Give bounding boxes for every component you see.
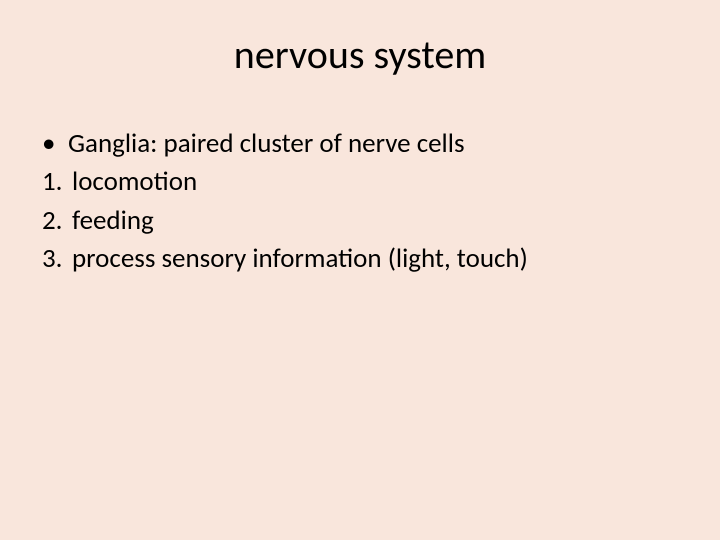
list-marker: 3. xyxy=(42,241,72,277)
bullet-marker: • xyxy=(42,126,68,162)
list-marker: 1. xyxy=(42,164,72,200)
slide-title: nervous system xyxy=(0,30,720,79)
list-text: process sensory information (light, touc… xyxy=(72,241,682,277)
bullet-text: Ganglia: paired cluster of nerve cells xyxy=(68,126,682,162)
list-text: feeding xyxy=(72,203,682,239)
list-item: 1. locomotion xyxy=(42,164,682,200)
list-item: 2. feeding xyxy=(42,203,682,239)
bullet-item: • Ganglia: paired cluster of nerve cells xyxy=(42,126,682,162)
list-item: 3. process sensory information (light, t… xyxy=(42,241,682,277)
list-text: locomotion xyxy=(72,164,682,200)
list-marker: 2. xyxy=(42,203,72,239)
slide: nervous system • Ganglia: paired cluster… xyxy=(0,0,720,540)
slide-body: • Ganglia: paired cluster of nerve cells… xyxy=(42,126,682,280)
